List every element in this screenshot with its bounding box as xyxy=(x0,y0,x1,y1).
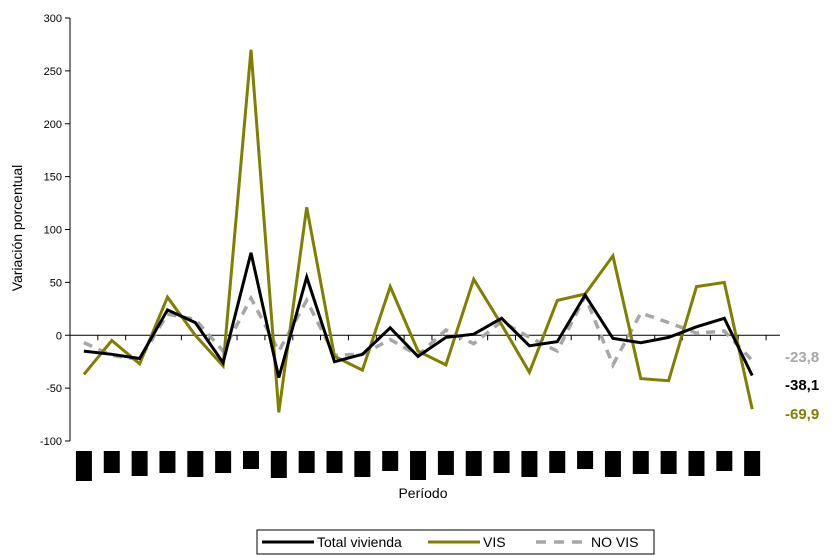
x-tick-label-block xyxy=(604,451,621,477)
legend-label: Total vivienda xyxy=(317,534,402,550)
series-line-vis xyxy=(82,49,754,413)
legend-items: Total vivienda VIS NO VIS xyxy=(262,534,638,550)
legend-label: NO VIS xyxy=(591,534,638,550)
end-value-label: -69,9 xyxy=(785,406,819,423)
x-tick-label-block xyxy=(242,451,259,469)
x-tick-label-block xyxy=(577,451,594,469)
y-tick-label: 100 xyxy=(44,225,62,237)
series-line-total-vivienda xyxy=(83,252,754,379)
x-tick-label-block xyxy=(549,451,566,473)
x-tick-label-block xyxy=(187,451,204,477)
x-tick-label-block xyxy=(103,451,120,473)
y-axis-title: Variación porcentual xyxy=(9,165,25,292)
y-tick-label: 50 xyxy=(50,277,62,289)
y-tick-label: 250 xyxy=(44,66,62,78)
legend-label: VIS xyxy=(483,534,506,550)
y-tick-label: 300 xyxy=(44,13,62,25)
x-axis-title: Período xyxy=(398,485,447,501)
y-tick-label: 150 xyxy=(44,172,62,184)
series-layer xyxy=(82,49,754,413)
y-axis: -100 -50 0 50 100 150 200 250 300 xyxy=(40,13,71,448)
x-axis xyxy=(69,334,780,481)
x-tick-label-block xyxy=(215,451,232,473)
x-tick-label-block xyxy=(521,451,538,477)
y-tick-label: 200 xyxy=(44,119,62,131)
x-tick-label-block xyxy=(437,451,454,475)
x-tick-label-block xyxy=(660,451,677,474)
x-tick-label-block xyxy=(410,451,427,480)
end-labels: -23,8 -38,1 -69,9 xyxy=(785,349,819,423)
x-tick-label-block xyxy=(326,451,343,473)
x-tick-label-block xyxy=(75,451,92,481)
x-tick-label-block xyxy=(465,451,482,476)
x-tick-label-block xyxy=(716,451,733,471)
end-value-label: -38,1 xyxy=(785,377,819,394)
x-tick-label-block xyxy=(632,451,649,474)
x-tick-label-block xyxy=(298,451,315,473)
x-tick-label-block xyxy=(354,451,371,477)
end-value-label: -23,8 xyxy=(785,349,819,366)
x-tick-label-block xyxy=(744,451,761,476)
x-tick-label-block xyxy=(688,451,705,476)
x-tick-label-block xyxy=(382,451,399,471)
x-tick-label-block xyxy=(270,451,287,478)
y-tick-label: 0 xyxy=(56,330,62,342)
x-tick-label-block xyxy=(131,451,148,476)
x-tick-label-block xyxy=(493,451,510,473)
legend: Total vivienda VIS NO VIS xyxy=(256,529,655,555)
y-tick-label: -100 xyxy=(40,436,62,448)
x-tick-label-block xyxy=(159,451,176,473)
y-tick-label: -50 xyxy=(46,383,62,395)
